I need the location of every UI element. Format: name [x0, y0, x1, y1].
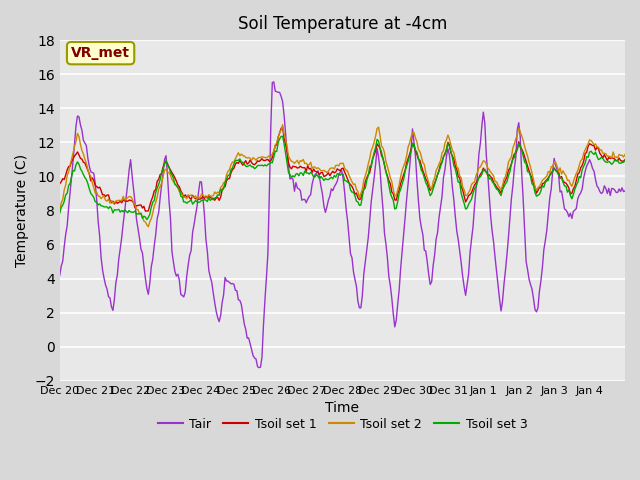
Tsoil set 3 — [93, 200, 100, 205]
Tsoil set 2 — [621, 152, 629, 157]
Tair — [270, 79, 278, 84]
Tsoil set 2 — [620, 154, 627, 160]
Tsoil set 1 — [75, 152, 83, 158]
Tsoil set 3 — [56, 210, 63, 216]
Tsoil set 3 — [75, 161, 83, 167]
Y-axis label: Temperature (C): Temperature (C) — [15, 154, 29, 267]
Tsoil set 1 — [141, 208, 149, 214]
Tsoil set 1 — [279, 124, 287, 130]
Tsoil set 2 — [56, 207, 63, 213]
Line: Tsoil set 3: Tsoil set 3 — [60, 136, 625, 220]
Tsoil set 1 — [462, 199, 470, 205]
Tsoil set 1 — [349, 187, 357, 192]
Text: VR_met: VR_met — [71, 46, 130, 60]
Tair — [462, 292, 470, 298]
Tair — [546, 195, 554, 201]
Tsoil set 3 — [349, 190, 357, 195]
Tair — [255, 365, 263, 371]
Tair — [56, 272, 63, 278]
X-axis label: Time: Time — [325, 401, 360, 415]
Tsoil set 1 — [621, 157, 629, 163]
Title: Soil Temperature at -4cm: Soil Temperature at -4cm — [237, 15, 447, 33]
Legend: Tair, Tsoil set 1, Tsoil set 2, Tsoil set 3: Tair, Tsoil set 1, Tsoil set 2, Tsoil se… — [152, 413, 532, 436]
Tsoil set 1 — [93, 184, 100, 190]
Tair — [75, 114, 83, 120]
Tsoil set 3 — [143, 217, 150, 223]
Tsoil set 2 — [279, 122, 287, 128]
Tsoil set 2 — [93, 190, 100, 195]
Tsoil set 3 — [546, 171, 554, 177]
Tsoil set 3 — [462, 206, 470, 212]
Line: Tsoil set 2: Tsoil set 2 — [60, 125, 625, 227]
Tsoil set 2 — [145, 224, 152, 229]
Tsoil set 2 — [349, 181, 357, 187]
Tsoil set 2 — [462, 192, 470, 198]
Tsoil set 1 — [56, 181, 63, 187]
Line: Tair: Tair — [60, 82, 625, 368]
Tair — [621, 188, 629, 194]
Tsoil set 3 — [621, 158, 629, 164]
Tair — [349, 269, 357, 275]
Tsoil set 1 — [620, 158, 627, 164]
Tair — [620, 189, 627, 194]
Tair — [93, 197, 100, 203]
Tsoil set 3 — [620, 159, 627, 165]
Tsoil set 1 — [546, 172, 554, 178]
Tsoil set 2 — [546, 170, 554, 176]
Tsoil set 2 — [75, 134, 83, 140]
Line: Tsoil set 1: Tsoil set 1 — [60, 127, 625, 211]
Tsoil set 3 — [277, 133, 285, 139]
